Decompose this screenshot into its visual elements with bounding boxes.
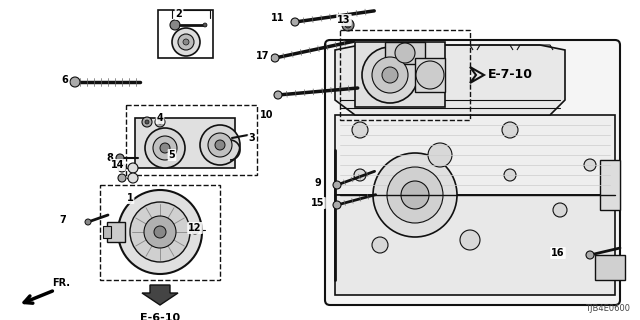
FancyBboxPatch shape (325, 40, 620, 305)
Text: FR.: FR. (52, 278, 70, 288)
Text: 6: 6 (61, 75, 68, 85)
Circle shape (372, 237, 388, 253)
Text: 2: 2 (175, 9, 182, 19)
Bar (355, 42, 445, 107)
Bar (126, 105, 257, 175)
Text: 8: 8 (107, 153, 113, 163)
Text: 12: 12 (188, 223, 202, 233)
Text: TJB4E0600: TJB4E0600 (585, 304, 630, 313)
Circle shape (387, 167, 443, 223)
Circle shape (504, 169, 516, 181)
Circle shape (85, 219, 91, 225)
Bar (335, 115, 615, 195)
Circle shape (584, 159, 596, 171)
Bar (595, 255, 625, 280)
Circle shape (144, 216, 176, 248)
Text: 17: 17 (256, 51, 269, 61)
Circle shape (200, 125, 240, 165)
Circle shape (145, 128, 185, 168)
Circle shape (274, 91, 282, 99)
Circle shape (333, 181, 341, 189)
Text: 10: 10 (260, 110, 274, 120)
Bar (135, 118, 235, 168)
Circle shape (373, 153, 457, 237)
Circle shape (382, 67, 398, 83)
Circle shape (352, 122, 368, 138)
Circle shape (191, 226, 199, 234)
Circle shape (172, 28, 200, 56)
Circle shape (178, 34, 194, 50)
Circle shape (372, 57, 408, 93)
Circle shape (401, 181, 429, 209)
Circle shape (142, 117, 152, 127)
Polygon shape (335, 45, 565, 115)
Circle shape (183, 39, 189, 45)
Circle shape (354, 169, 366, 181)
Circle shape (70, 77, 80, 87)
Bar (103, 226, 111, 238)
Circle shape (158, 120, 162, 124)
Text: E-6-10: E-6-10 (140, 313, 180, 320)
Circle shape (553, 203, 567, 217)
Circle shape (362, 47, 418, 103)
Circle shape (118, 164, 126, 172)
Text: 11: 11 (271, 13, 285, 23)
Circle shape (416, 61, 444, 89)
Bar (158, 10, 213, 58)
Circle shape (203, 23, 207, 27)
Text: 7: 7 (60, 215, 67, 225)
Circle shape (130, 202, 190, 262)
Circle shape (502, 122, 518, 138)
Circle shape (160, 143, 170, 153)
Text: 4: 4 (157, 113, 163, 123)
Circle shape (271, 54, 279, 62)
Circle shape (345, 22, 351, 28)
Circle shape (215, 140, 225, 150)
Bar (107, 222, 125, 242)
Text: 16: 16 (551, 248, 564, 258)
Bar (385, 42, 425, 64)
Circle shape (342, 19, 354, 31)
Bar (415, 58, 445, 92)
Text: E-7-10: E-7-10 (488, 68, 533, 82)
Text: 1: 1 (127, 193, 133, 203)
Circle shape (116, 154, 124, 162)
Circle shape (170, 20, 180, 30)
Circle shape (428, 143, 452, 167)
Circle shape (128, 173, 138, 183)
Circle shape (291, 18, 299, 26)
Text: 13: 13 (337, 15, 351, 25)
Polygon shape (142, 285, 178, 305)
Circle shape (155, 117, 165, 127)
Circle shape (460, 230, 480, 250)
Bar (100, 185, 220, 280)
Circle shape (118, 174, 126, 182)
Circle shape (118, 190, 202, 274)
Text: 9: 9 (315, 178, 321, 188)
Circle shape (395, 43, 415, 63)
Circle shape (208, 133, 232, 157)
Circle shape (128, 163, 138, 173)
Bar (340, 30, 470, 120)
Bar (335, 195, 615, 295)
Circle shape (145, 120, 149, 124)
Text: 5: 5 (168, 150, 175, 160)
Circle shape (586, 251, 594, 259)
Text: 3: 3 (248, 133, 255, 143)
Circle shape (154, 226, 166, 238)
Circle shape (153, 136, 177, 160)
Circle shape (333, 201, 341, 209)
Bar (600, 160, 620, 210)
Text: 15: 15 (311, 198, 324, 208)
Text: 14: 14 (111, 160, 125, 170)
